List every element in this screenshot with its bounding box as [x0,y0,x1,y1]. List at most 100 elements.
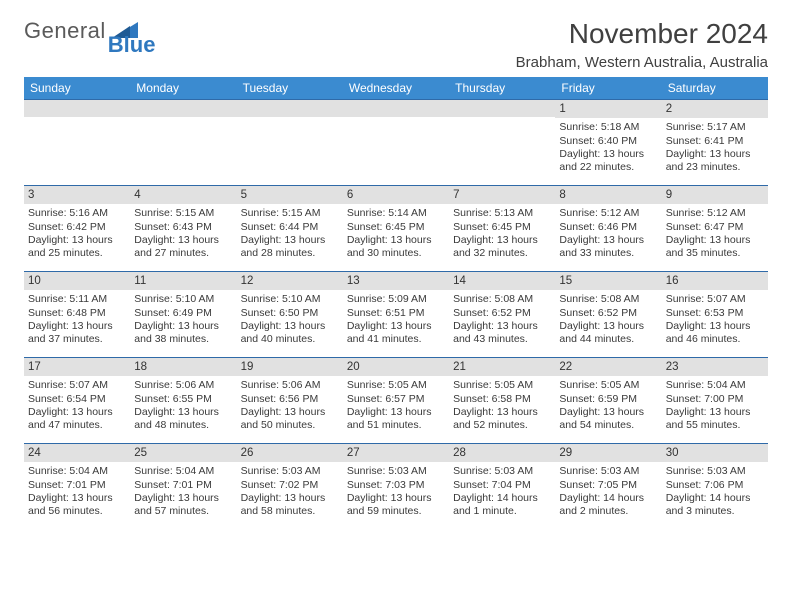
day-number: 22 [555,358,661,376]
calendar-week-row: 10Sunrise: 5:11 AMSunset: 6:48 PMDayligh… [24,272,768,358]
sunset-line: Sunset: 7:01 PM [28,479,126,492]
day-info: Sunrise: 5:08 AMSunset: 6:52 PMDaylight:… [559,293,657,346]
sunrise-line: Sunrise: 5:08 AM [559,293,657,306]
daylight-line: Daylight: 13 hours and 48 minutes. [134,406,232,432]
day-info: Sunrise: 5:05 AMSunset: 6:58 PMDaylight:… [453,379,551,432]
day-number: 8 [555,186,661,204]
day-number: 2 [662,100,768,118]
daylight-line: Daylight: 13 hours and 56 minutes. [28,492,126,518]
logo-text-main: General [24,18,106,44]
sunset-line: Sunset: 6:45 PM [347,221,445,234]
daylight-line: Daylight: 13 hours and 44 minutes. [559,320,657,346]
daylight-line: Daylight: 13 hours and 51 minutes. [347,406,445,432]
weekday-header: Sunday [24,77,130,100]
day-number: 28 [449,444,555,462]
calendar-day-cell: 1Sunrise: 5:18 AMSunset: 6:40 PMDaylight… [555,100,661,186]
daylight-line: Daylight: 13 hours and 46 minutes. [666,320,764,346]
calendar-week-row: 17Sunrise: 5:07 AMSunset: 6:54 PMDayligh… [24,358,768,444]
calendar-day-cell: 6 Sunrise: 5:14 AMSunset: 6:45 PMDaylight… [343,186,449,272]
day-number: 3 [24,186,130,204]
sunset-line: Sunset: 6:49 PM [134,307,232,320]
sunset-line: Sunset: 6:57 PM [347,393,445,406]
day-info: Sunrise: 5:13 AMSunset: 6:45 PMDaylight:… [453,207,551,260]
day-info: Sunrise: 5:04 AMSunset: 7:01 PMDaylight:… [134,465,232,518]
day-number: 17 [24,358,130,376]
daylight-line: Daylight: 13 hours and 22 minutes. [559,148,657,174]
month-title: November 2024 [516,18,768,50]
day-number [237,100,343,117]
daylight-line: Daylight: 14 hours and 2 minutes. [559,492,657,518]
daylight-line: Daylight: 13 hours and 54 minutes. [559,406,657,432]
daylight-line: Daylight: 13 hours and 25 minutes. [28,234,126,260]
sunrise-line: Sunrise: 5:07 AM [666,293,764,306]
day-info: Sunrise: 5:04 AMSunset: 7:00 PMDaylight:… [666,379,764,432]
day-number: 6 [343,186,449,204]
calendar-day-cell: 5 Sunrise: 5:15 AMSunset: 6:44 PMDaylight… [237,186,343,272]
daylight-line: Daylight: 13 hours and 43 minutes. [453,320,551,346]
sunset-line: Sunset: 6:41 PM [666,135,764,148]
calendar-day-cell: 11Sunrise: 5:10 AMSunset: 6:49 PMDayligh… [130,272,236,358]
daylight-line: Daylight: 13 hours and 32 minutes. [453,234,551,260]
calendar-day-cell: 28 Sunrise: 5:03 AMSunset: 7:04 PMDayligh… [449,444,555,530]
title-block: November 2024 Brabham, Western Australia… [516,18,768,71]
calendar-day-cell [237,100,343,186]
day-info: Sunrise: 5:17 AMSunset: 6:41 PMDaylight:… [666,121,764,174]
day-info: Sunrise: 5:03 AMSunset: 7:04 PMDaylight:… [453,465,551,518]
sunset-line: Sunset: 6:53 PM [666,307,764,320]
sunset-line: Sunset: 7:06 PM [666,479,764,492]
sunrise-line: Sunrise: 5:07 AM [28,379,126,392]
calendar-header-row: SundayMondayTuesdayWednesdayThursdayFrid… [24,77,768,100]
sunrise-line: Sunrise: 5:18 AM [559,121,657,134]
sunrise-line: Sunrise: 5:05 AM [347,379,445,392]
sunset-line: Sunset: 6:50 PM [241,307,339,320]
daylight-line: Daylight: 13 hours and 58 minutes. [241,492,339,518]
calendar-day-cell: 2 Sunrise: 5:17 AMSunset: 6:41 PMDaylight… [662,100,768,186]
calendar-day-cell: 4Sunrise: 5:15 AMSunset: 6:43 PMDaylight… [130,186,236,272]
day-number: 15 [555,272,661,290]
sunrise-line: Sunrise: 5:14 AM [347,207,445,220]
daylight-line: Daylight: 13 hours and 28 minutes. [241,234,339,260]
daylight-line: Daylight: 13 hours and 30 minutes. [347,234,445,260]
day-number: 26 [237,444,343,462]
sunset-line: Sunset: 6:43 PM [134,221,232,234]
calendar-day-cell: 23Sunrise: 5:04 AMSunset: 7:00 PMDayligh… [662,358,768,444]
day-number: 10 [24,272,130,290]
day-info: Sunrise: 5:03 AMSunset: 7:03 PMDaylight:… [347,465,445,518]
sunset-line: Sunset: 6:51 PM [347,307,445,320]
day-info: Sunrise: 5:16 AMSunset: 6:42 PMDaylight:… [28,207,126,260]
calendar-day-cell [24,100,130,186]
day-number: 21 [449,358,555,376]
sunset-line: Sunset: 6:52 PM [559,307,657,320]
sunrise-line: Sunrise: 5:16 AM [28,207,126,220]
calendar-day-cell: 27Sunrise: 5:03 AMSunset: 7:03 PMDayligh… [343,444,449,530]
calendar-day-cell [449,100,555,186]
day-info: Sunrise: 5:09 AMSunset: 6:51 PMDaylight:… [347,293,445,346]
day-number: 14 [449,272,555,290]
sunset-line: Sunset: 7:05 PM [559,479,657,492]
calendar-day-cell: 12Sunrise: 5:10 AMSunset: 6:50 PMDayligh… [237,272,343,358]
weekday-header: Thursday [449,77,555,100]
day-info: Sunrise: 5:14 AMSunset: 6:45 PMDaylight:… [347,207,445,260]
sunrise-line: Sunrise: 5:03 AM [453,465,551,478]
calendar-day-cell: 19Sunrise: 5:06 AMSunset: 6:56 PMDayligh… [237,358,343,444]
day-number: 5 [237,186,343,204]
day-number: 29 [555,444,661,462]
day-info: Sunrise: 5:03 AMSunset: 7:05 PMDaylight:… [559,465,657,518]
sunrise-line: Sunrise: 5:06 AM [241,379,339,392]
sunset-line: Sunset: 6:44 PM [241,221,339,234]
sunrise-line: Sunrise: 5:15 AM [134,207,232,220]
calendar-day-cell: 9Sunrise: 5:12 AMSunset: 6:47 PMDaylight… [662,186,768,272]
calendar-week-row: 3 Sunrise: 5:16 AMSunset: 6:42 PMDaylight… [24,186,768,272]
day-number: 20 [343,358,449,376]
sunset-line: Sunset: 6:46 PM [559,221,657,234]
day-number [24,100,130,117]
calendar-day-cell: 18Sunrise: 5:06 AMSunset: 6:55 PMDayligh… [130,358,236,444]
daylight-line: Daylight: 13 hours and 41 minutes. [347,320,445,346]
day-info: Sunrise: 5:15 AMSunset: 6:44 PMDaylight:… [241,207,339,260]
daylight-line: Daylight: 13 hours and 55 minutes. [666,406,764,432]
day-number: 12 [237,272,343,290]
weekday-header: Wednesday [343,77,449,100]
calendar-day-cell: 20 Sunrise: 5:05 AMSunset: 6:57 PMDayligh… [343,358,449,444]
sunset-line: Sunset: 6:48 PM [28,307,126,320]
day-number: 4 [130,186,236,204]
